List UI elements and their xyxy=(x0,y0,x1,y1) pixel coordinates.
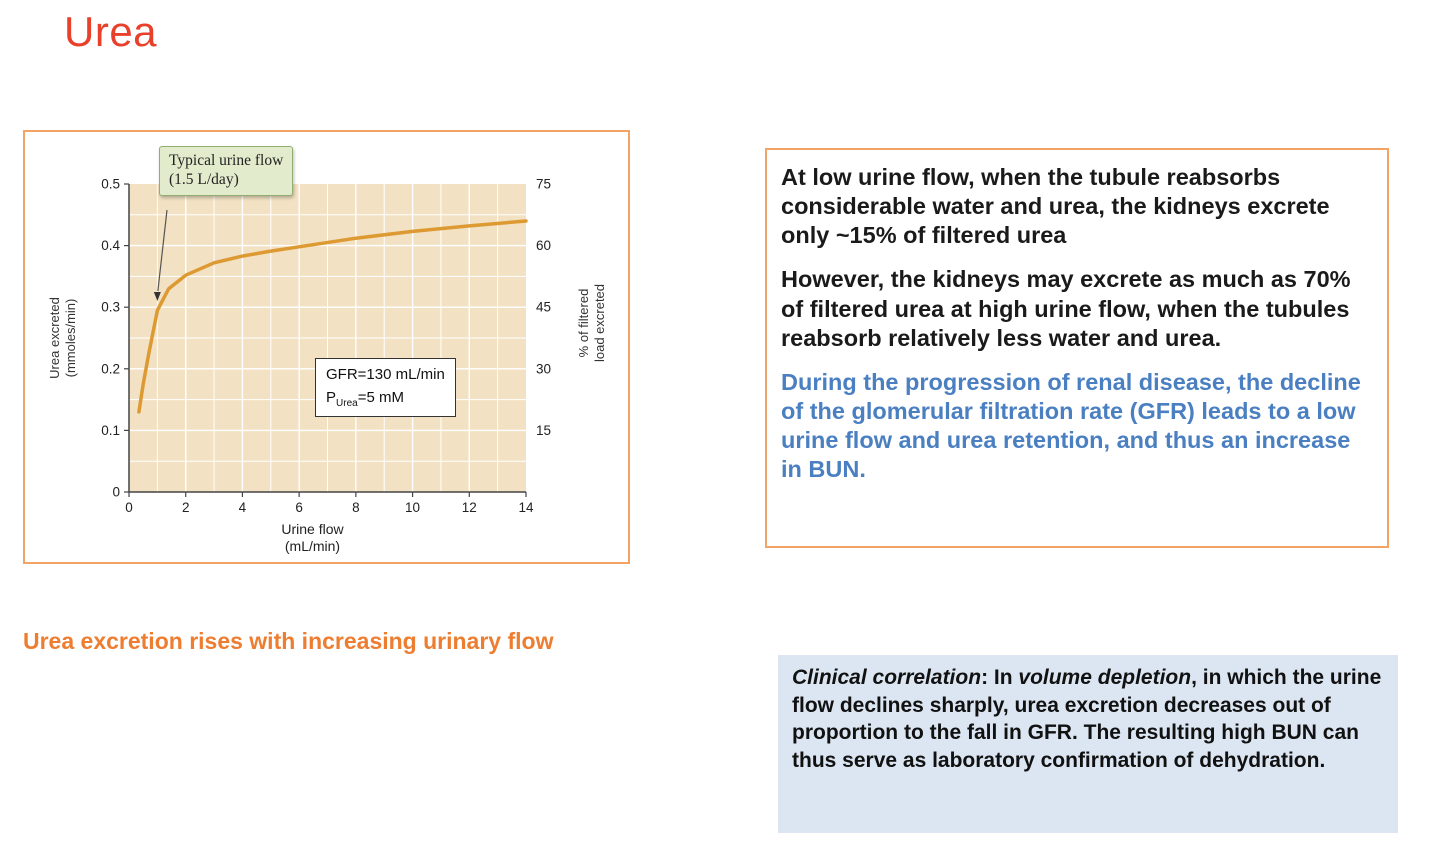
tick-label-x: 2 xyxy=(182,500,190,515)
y-axis-title-right: load excreted xyxy=(592,284,607,362)
clinical-text-2: , in which the urine flow declines sharp… xyxy=(792,666,1382,773)
y-axis-title-right: % of filtered xyxy=(576,289,591,358)
tick-label-left: 0.3 xyxy=(101,300,120,315)
callout-arrowhead xyxy=(153,292,161,302)
tick-label-left: 0 xyxy=(112,485,120,500)
tick-label-x: 12 xyxy=(462,500,477,515)
info-paragraph-renal-disease: During the progression of renal disease,… xyxy=(781,368,1361,483)
info-paragraph-low-flow: At low urine flow, when the tubule reabs… xyxy=(781,164,1330,249)
chart-caption: Urea excretion rises with increasing uri… xyxy=(23,628,554,654)
slide-title: Urea xyxy=(64,8,158,55)
x-axis-title: (mL/min) xyxy=(285,538,340,554)
y-axis-title-left: (mmoles/min) xyxy=(63,299,78,378)
tick-label-x: 14 xyxy=(518,500,534,515)
tick-label-right: 15 xyxy=(536,423,551,438)
tick-label-right: 45 xyxy=(536,300,551,315)
clinical-lead: Clinical correlation xyxy=(792,666,982,689)
y-axis-title-left: Urea excreted xyxy=(47,297,62,379)
callout-line-2: (1.5 L/day) xyxy=(169,171,239,189)
tick-label-right: 60 xyxy=(536,238,551,253)
tick-label-left: 0.1 xyxy=(101,423,120,438)
tick-label-left: 0.5 xyxy=(101,177,120,192)
tick-label-x: 10 xyxy=(405,500,420,515)
clinical-text-1: : In xyxy=(981,666,1019,689)
callout-line-1: Typical urine flow xyxy=(169,152,284,169)
info-box: At low urine flow, when the tubule reabs… xyxy=(765,148,1389,548)
chart-parameters-box: GFR=130 mL/min PUrea=5 mM xyxy=(315,358,456,417)
clinical-correlation-box: Clinical correlation: In volume depletio… xyxy=(778,655,1398,833)
callout-typical-urine-flow: Typical urine flow (1.5 L/day) xyxy=(159,146,294,196)
purea-subscript: Urea xyxy=(336,397,358,409)
tick-label-x: 6 xyxy=(295,500,303,515)
urea-excretion-curve xyxy=(137,219,528,414)
callout-arrow-line xyxy=(157,209,168,292)
tick-label-right: 30 xyxy=(536,361,551,376)
tick-label-x: 8 xyxy=(352,500,360,515)
tick-label-left: 0.4 xyxy=(101,238,120,253)
tick-label-right: 75 xyxy=(536,177,551,192)
clinical-term: volume depletion xyxy=(1018,666,1192,689)
purea-value: =5 mM xyxy=(357,388,404,406)
tick-label-x: 4 xyxy=(239,500,247,515)
gfr-line: GFR=130 mL/min xyxy=(326,366,445,383)
urea-excretion-chart: 0 0.1 0.2 0.3 0.4 0.5 15 30 45 60 75 0 2 4 6 8 10 12 14 Ure… xyxy=(47,177,607,555)
info-paragraph-high-flow: However, the kidneys may excrete as much… xyxy=(781,266,1351,351)
tick-label-left: 0.2 xyxy=(101,361,120,376)
tick-label-x: 0 xyxy=(125,500,133,515)
x-axis-title: Urine flow xyxy=(281,521,344,537)
chart-panel: 0 0.1 0.2 0.3 0.4 0.5 15 30 45 60 75 0 2 4 6 8 10 12 14 Ure… xyxy=(23,130,630,564)
purea-line: PUrea=5 mM xyxy=(326,387,445,411)
purea-symbol: P xyxy=(326,388,337,406)
